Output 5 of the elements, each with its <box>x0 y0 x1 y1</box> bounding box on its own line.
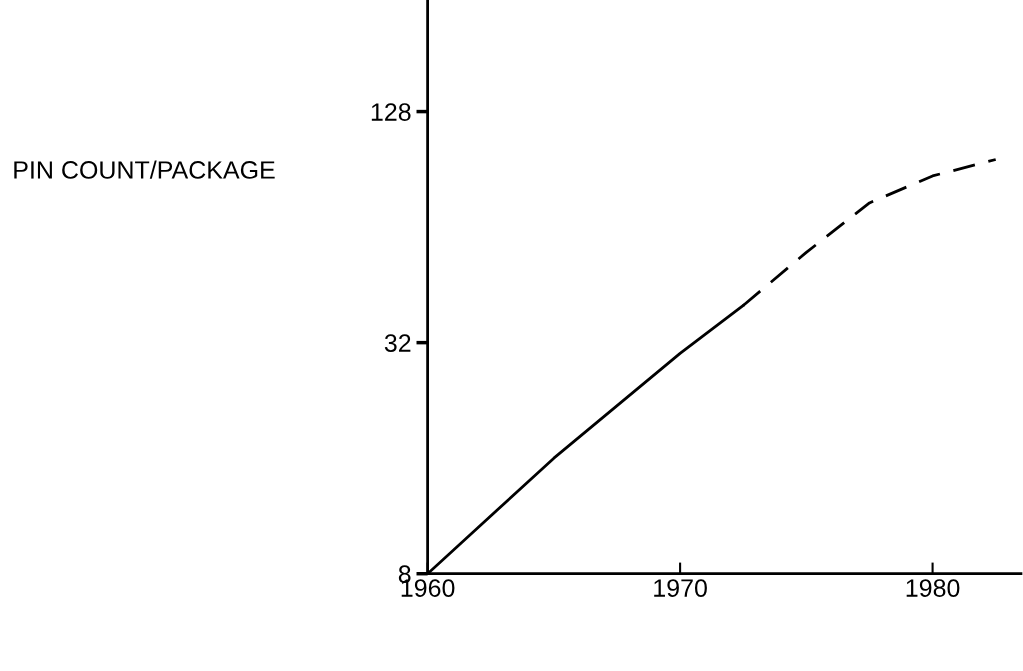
y-axis-title: PIN COUNT/PACKAGE <box>14 160 275 179</box>
y-tick-label: 32 <box>384 334 411 352</box>
x-tick-label: 1980 <box>906 579 960 597</box>
y-tick-label: 128 <box>371 103 411 121</box>
x-tick-label: 1970 <box>654 579 707 597</box>
